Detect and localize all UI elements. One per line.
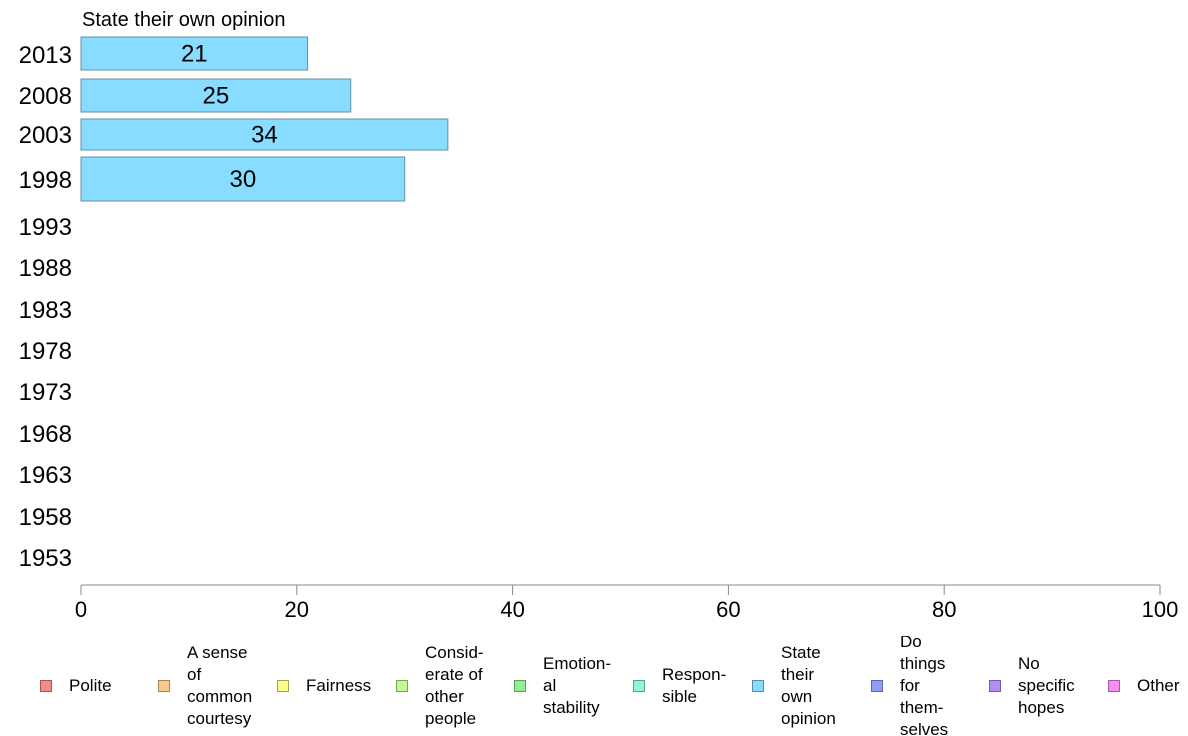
legend-label: No specific hopes — [1018, 654, 1075, 717]
chart-title: State their own opinion — [82, 9, 285, 31]
x-tick-label: 100 — [1142, 597, 1179, 622]
legend-swatch — [277, 680, 289, 692]
legend-item: Respon- sible — [633, 636, 726, 736]
y-tick-label: 1958 — [19, 504, 72, 531]
x-tick-label: 60 — [716, 597, 740, 622]
legend-swatch — [514, 680, 526, 692]
legend-label: Consid- erate of other people — [425, 643, 484, 728]
bar-value-label: 34 — [251, 122, 278, 149]
legend-label: Polite — [69, 676, 112, 695]
legend-swatch — [989, 680, 1001, 692]
legend-label: Fairness — [306, 676, 372, 695]
legend-item: Other — [1108, 636, 1180, 736]
legend-swatch — [1108, 680, 1120, 692]
y-tick-label: 1993 — [19, 214, 72, 241]
legend-item: Fairness — [277, 636, 371, 736]
legend-label: Respon- sible — [662, 665, 727, 706]
bars-layer: 21 25 34 30 — [80, 36, 449, 202]
bar — [80, 118, 449, 151]
y-tick-label: 1988 — [19, 255, 72, 282]
bar-value-label: 30 — [229, 166, 256, 193]
legend: Polite A sense of common courtesy Fairness… — [0, 636, 1188, 736]
legend-item: A sense of common courtesy — [158, 636, 252, 736]
x-tick-label: 0 — [75, 597, 87, 622]
y-tick-label: 1963 — [19, 462, 72, 489]
x-tick-label: 40 — [500, 597, 524, 622]
x-tick-label: 80 — [932, 597, 956, 622]
legend-item: No specific hopes — [989, 636, 1075, 736]
x-axis: 0 20 40 60 80 100 — [75, 584, 1179, 622]
legend-item: Consid- erate of other people — [396, 636, 484, 736]
legend-label: A sense of common courtesy — [187, 643, 253, 728]
legend-swatch — [40, 680, 52, 692]
y-tick-label: 2003 — [19, 122, 72, 149]
y-axis-labels: 2013 2008 2003 1998 1993 1988 1983 1978 1973 1968… — [19, 42, 72, 572]
y-tick-label: 2008 — [19, 83, 72, 110]
legend-label: Emotion- al stability — [543, 654, 612, 717]
bar-value-label: 21 — [181, 41, 208, 68]
y-tick-label: 1973 — [19, 379, 72, 406]
y-tick-label: 1968 — [19, 421, 72, 448]
y-tick-label: 1998 — [19, 167, 72, 194]
legend-item: Polite — [40, 636, 112, 736]
y-tick-label: 1978 — [19, 338, 72, 365]
legend-item: Do things for them- selves — [871, 636, 948, 736]
y-tick-label: 1983 — [19, 297, 72, 324]
legend-label: Do things for them- selves — [900, 636, 949, 736]
legend-label: Other — [1137, 676, 1180, 695]
bar-value-label: 25 — [203, 83, 230, 110]
legend-swatch — [396, 680, 408, 692]
legend-swatch — [633, 680, 645, 692]
legend-item: State their own opinion — [752, 636, 836, 736]
legend-item: Emotion- al stability — [514, 636, 611, 736]
y-tick-label: 2013 — [19, 42, 72, 69]
legend-swatch — [871, 680, 883, 692]
legend-label: State their own opinion — [781, 643, 836, 728]
legend-swatch — [752, 680, 764, 692]
x-tick-label: 20 — [285, 597, 309, 622]
bar — [80, 36, 309, 71]
bar — [80, 156, 406, 202]
legend-swatch — [158, 680, 170, 692]
y-tick-label: 1953 — [19, 545, 72, 572]
bar — [80, 78, 352, 113]
